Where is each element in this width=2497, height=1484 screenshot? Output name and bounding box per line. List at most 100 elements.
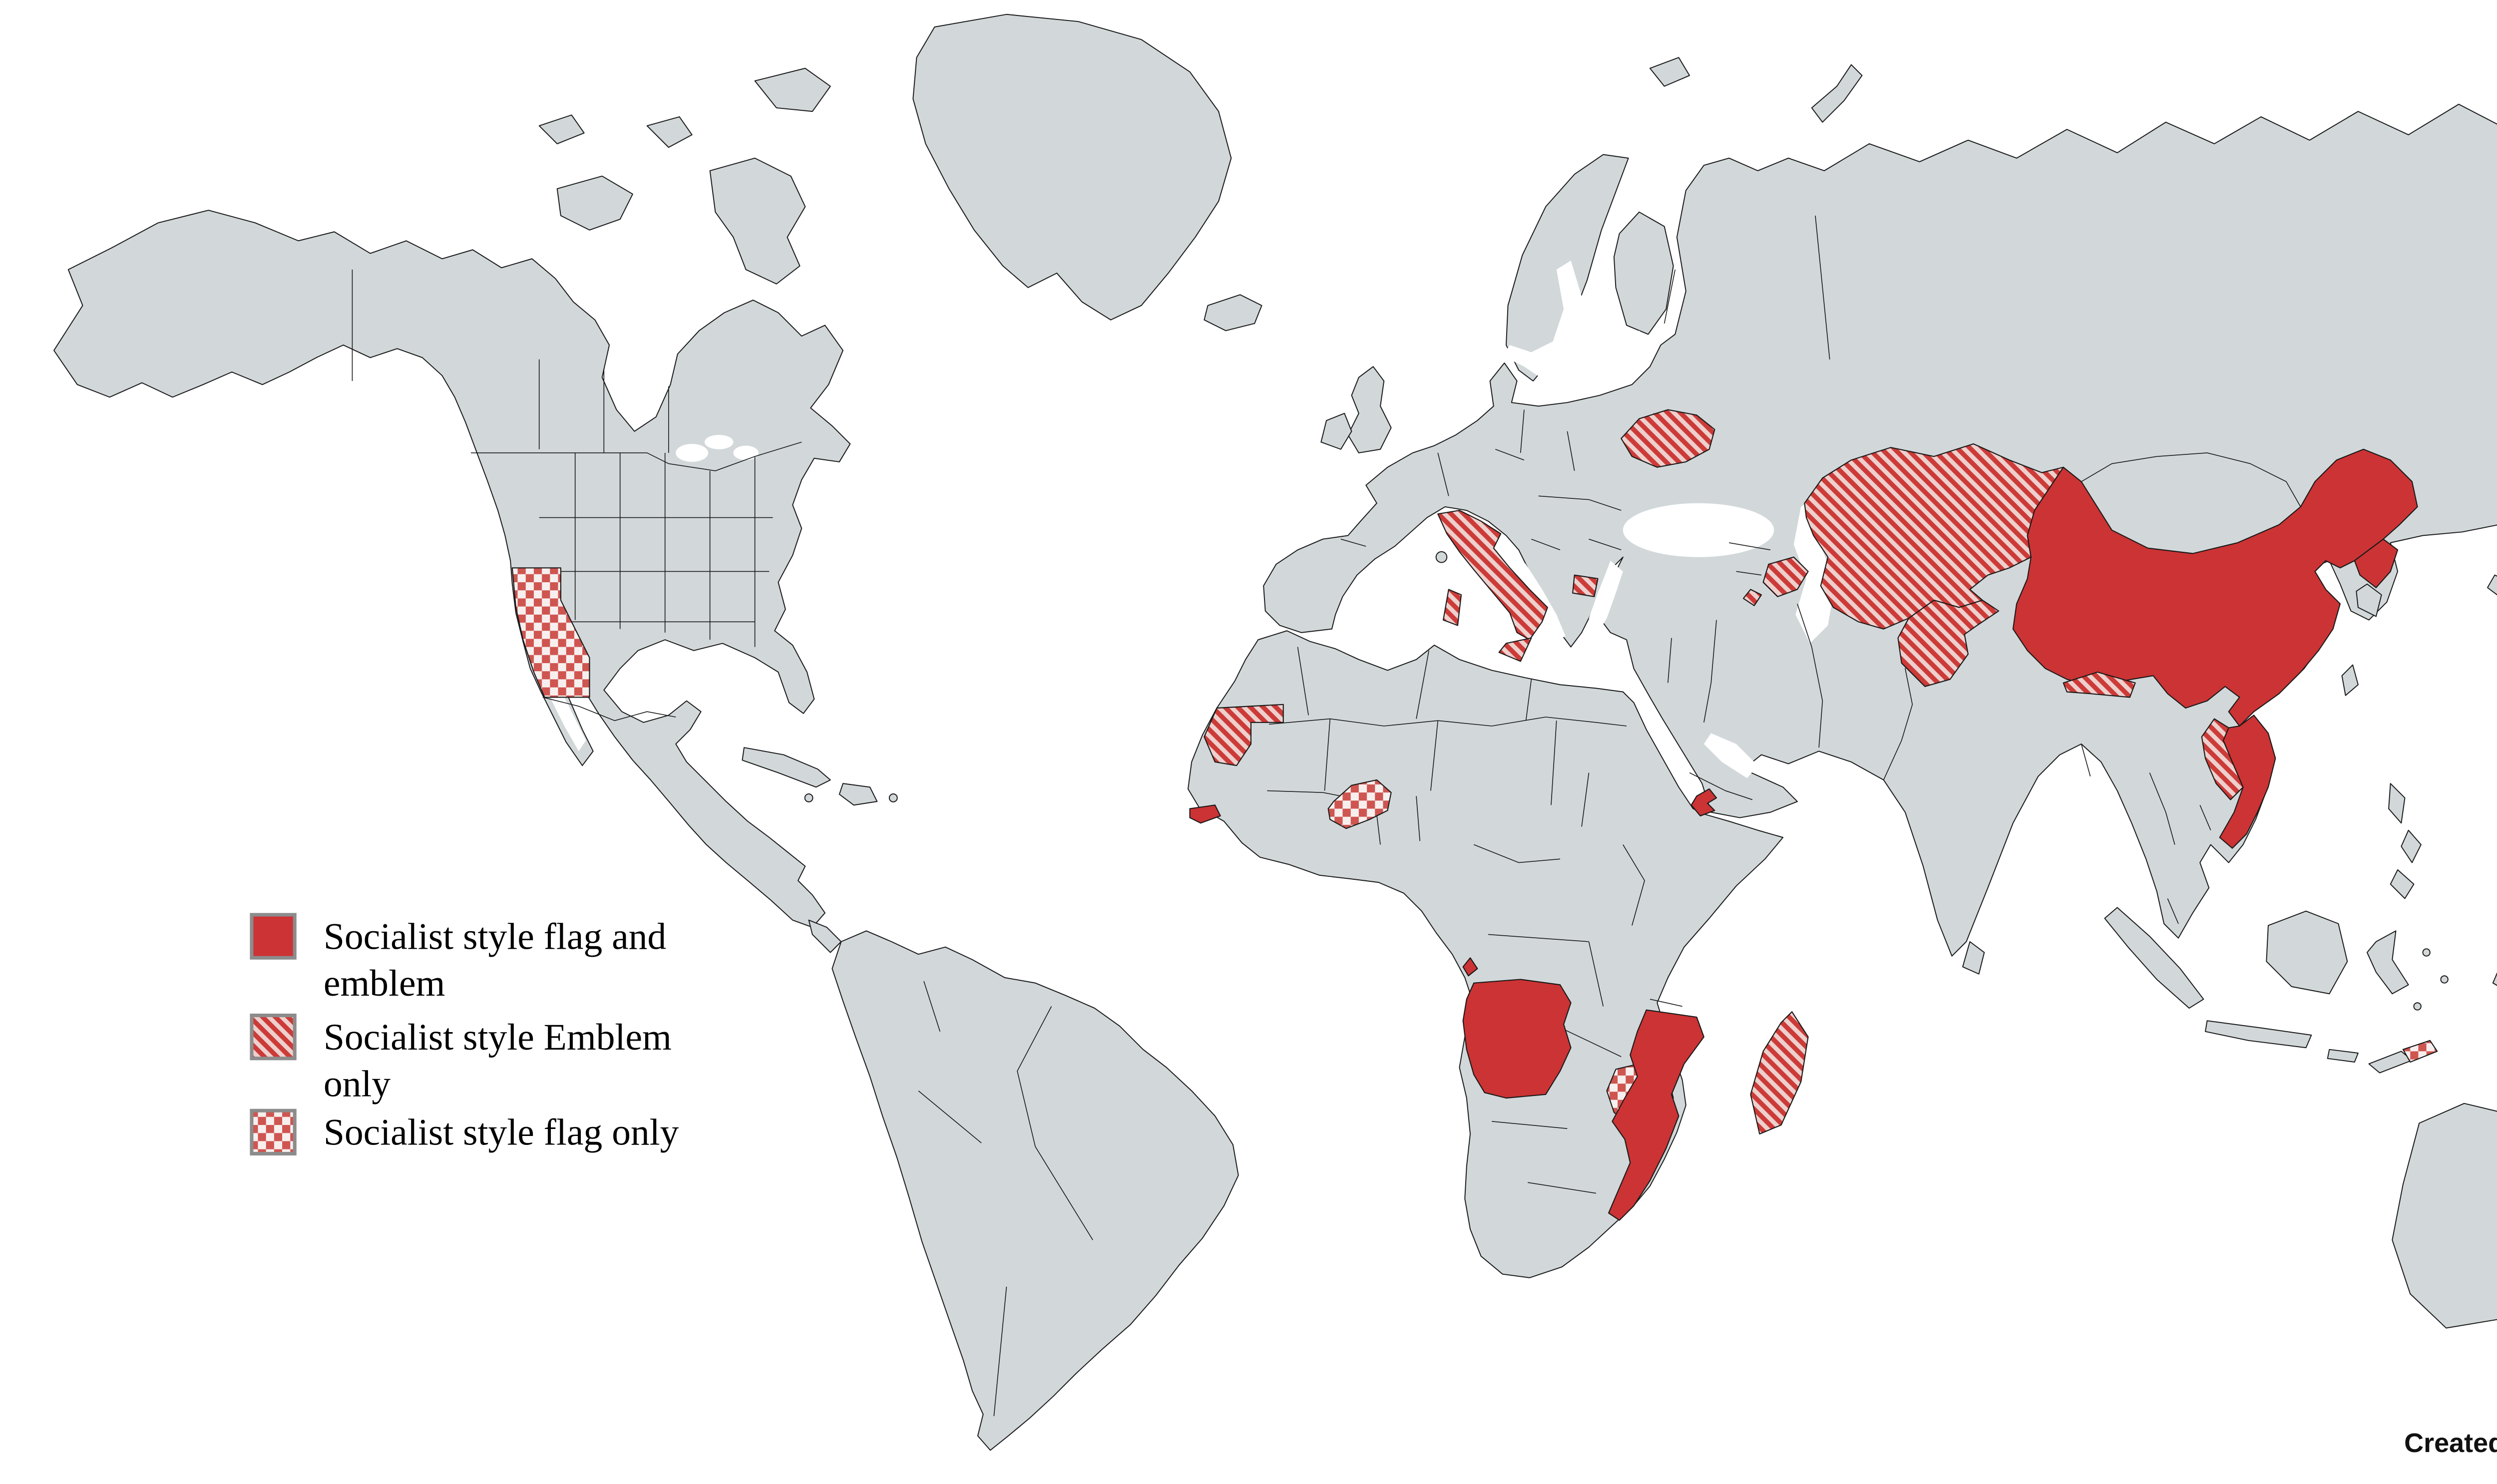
border-us-canada xyxy=(470,441,802,471)
border-us-mexico xyxy=(542,697,676,722)
island-puerto-rico xyxy=(888,793,898,802)
persian-gulf xyxy=(1703,733,1758,778)
country-afghanistan xyxy=(1897,599,2000,687)
island-taiwan xyxy=(2341,664,2359,696)
country-azerbaijan xyxy=(1762,556,1809,597)
island-great-britain xyxy=(1347,366,1392,453)
island-philippines-1 xyxy=(2388,783,2406,824)
europe-border-germany-poland xyxy=(1520,409,1525,453)
island-arctic-1 xyxy=(646,116,693,148)
legend-swatch-solid xyxy=(250,913,297,960)
island-cuba xyxy=(742,747,831,788)
island-philippines-3 xyxy=(2390,869,2415,899)
country-north-korea xyxy=(2354,538,2399,588)
landmass-south-america xyxy=(832,930,1239,1451)
legend-item-emblem-only: Socialist style Emblem only xyxy=(250,1013,715,1107)
asia-border-syria xyxy=(1667,638,1672,683)
island-sri-lanka xyxy=(1962,941,1985,975)
africa-border-sahel xyxy=(1268,717,1627,727)
europe-border-france-germany xyxy=(1437,452,1449,496)
country-azerbaijan-nakhchivan xyxy=(1742,589,1762,606)
landmass-greenland xyxy=(912,13,1232,321)
asia-border-iran-pakistan xyxy=(1797,604,1823,748)
island-maluku-1 xyxy=(2422,948,2431,957)
africa-border-ethiopia xyxy=(1623,844,1645,926)
africa-border-drc-1 xyxy=(1488,934,1589,942)
legend-label-flag-and-emblem: Socialist style flag and emblem xyxy=(323,914,667,1005)
country-nepal xyxy=(2063,671,2136,698)
asia-border-india-pakistan xyxy=(1883,668,1913,780)
africa-border-libya-egypt xyxy=(1525,679,1532,721)
legend-label-flag-only: Socialist style flag only xyxy=(323,1111,679,1154)
island-victoria xyxy=(556,175,633,231)
europe-border-danube xyxy=(1538,495,1589,500)
country-vietnam xyxy=(2219,715,2276,849)
country-belarus xyxy=(1621,409,1715,468)
asia-border-finland-russia xyxy=(1664,269,1676,324)
island-maluku-3 xyxy=(2413,1002,2422,1011)
landmass-australia xyxy=(2392,1103,2497,1329)
island-arctic-2 xyxy=(538,114,585,144)
africa-border-sudan-eritrea xyxy=(1581,772,1590,827)
sa-border-chile-argentina xyxy=(993,1286,1007,1417)
island-novaya-zemlya xyxy=(1811,64,1863,123)
africa-border-botswana xyxy=(1492,1120,1568,1129)
country-italy-sicily xyxy=(1498,637,1532,662)
island-ellesmere xyxy=(754,67,831,112)
asia-border-myanmar-thailand xyxy=(2149,772,2175,845)
island-svalbard xyxy=(1649,57,1690,87)
legend-swatch-hatch xyxy=(250,1013,297,1061)
asia-border-saudi-yemen xyxy=(1689,772,1753,800)
europe-border-bulgaria xyxy=(1589,538,1622,551)
landmass-finland xyxy=(1613,211,1674,335)
island-kyushu xyxy=(2487,574,2497,596)
great-lake-3 xyxy=(733,445,759,460)
asia-border-caucasus-1 xyxy=(1729,542,1771,551)
africa-border-morocco-algeria xyxy=(1297,647,1309,716)
europe-border-romania xyxy=(1589,499,1622,511)
hudson-bay xyxy=(607,352,658,410)
black-sea xyxy=(1623,503,1774,557)
attribution-text: Created with mapchart.net xyxy=(2404,1429,2497,1460)
baltic-sea xyxy=(1502,260,1654,388)
africa-border-west-3 xyxy=(1416,796,1421,841)
africa-border-niger xyxy=(1430,721,1439,791)
europe-border-poland-ukraine xyxy=(1567,431,1575,471)
africa-border-car xyxy=(1473,844,1561,863)
europe-border-pyrenees xyxy=(1340,538,1366,547)
island-borneo xyxy=(2266,910,2348,995)
microstate-circle-2 xyxy=(1435,551,1448,563)
sa-border-brazil xyxy=(1017,1006,1093,1240)
africa-border-algeria-libya xyxy=(1416,650,1430,719)
sa-border-colombia xyxy=(923,981,941,1032)
island-hispaniola xyxy=(838,783,878,806)
country-italy xyxy=(1437,510,1548,641)
landmass-north-america xyxy=(53,210,851,928)
landmass-central-america-isthmus xyxy=(808,919,842,953)
island-jamaica xyxy=(804,793,814,802)
aegean-sea xyxy=(1589,560,1623,637)
island-iceland xyxy=(1204,294,1262,332)
island-sulawesi xyxy=(2366,930,2409,995)
island-maluku-2 xyxy=(2440,975,2449,984)
highlighted-countries xyxy=(511,409,2438,1221)
country-burkina-faso xyxy=(1327,779,1392,829)
asia-border-iraq-iran xyxy=(1703,620,1717,723)
island-philippines-2 xyxy=(2401,829,2422,863)
legend-label-emblem-only: Socialist style Emblem only xyxy=(323,1015,672,1106)
europe-border-balkans xyxy=(1531,538,1561,551)
asia-border-caucasus-2 xyxy=(1736,571,1762,576)
asia-border-india-myanmar xyxy=(2081,743,2091,776)
korea-south xyxy=(2356,583,2382,617)
africa-border-mali xyxy=(1324,719,1331,791)
country-angola-cabinda xyxy=(1462,957,1478,977)
legend-item-flag-only: Socialist style flag only xyxy=(250,1109,715,1156)
country-angola xyxy=(1462,979,1572,1099)
island-new-guinea xyxy=(2492,972,2497,986)
country-timor-leste xyxy=(2402,1040,2438,1063)
country-madagascar xyxy=(1750,1011,1809,1135)
africa-border-chad-sudan xyxy=(1551,721,1557,805)
country-mozambique xyxy=(1608,1009,1704,1221)
